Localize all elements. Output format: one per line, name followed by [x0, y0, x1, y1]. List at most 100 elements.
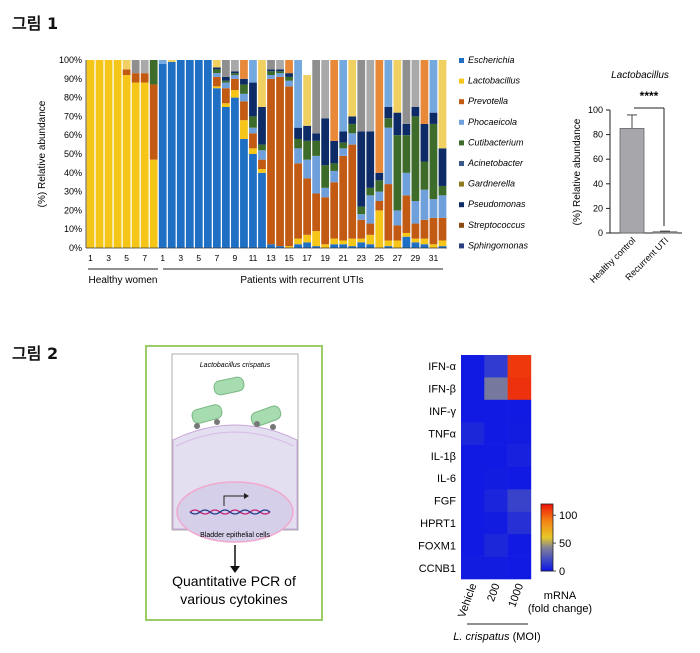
- bar-segment-lactobacillus: [429, 244, 438, 248]
- receptor: [214, 419, 220, 425]
- dna-strand-2: [189, 509, 271, 515]
- legend-label: Phocaeicola: [468, 117, 517, 127]
- bar-segment-escherichia: [249, 154, 257, 248]
- x-tick-label: 21: [338, 253, 348, 263]
- bar-segment-escherichia: [348, 246, 357, 248]
- nucleus: [176, 481, 294, 543]
- colorbar-step: [541, 507, 553, 510]
- colorbar-step: [541, 530, 553, 533]
- heatmap-row-label: IFN-α: [428, 361, 456, 373]
- colorbar-step: [541, 527, 553, 530]
- y-tick-label: 40%: [64, 168, 82, 178]
- bar-segment-phocaeicola: [357, 214, 366, 220]
- y-tick-label: 50%: [64, 149, 82, 159]
- bar-segment-pseudomonas: [258, 107, 266, 145]
- colorbar-step: [541, 519, 553, 522]
- bar-segment-cutibacterium: [294, 138, 302, 149]
- colorbar-step: [541, 525, 553, 528]
- bar-segment-prevotella: [276, 76, 284, 247]
- bar-segment-lactobacillus: [122, 75, 131, 248]
- result-line-2: various cytokines: [180, 591, 287, 607]
- colorbar-step: [541, 517, 553, 520]
- bar-segment-escherichia: [420, 244, 429, 248]
- legend: Escherichia Lactobacillus Prevotella Phocae…: [459, 55, 529, 250]
- bar-segment-pseudomonas: [339, 131, 348, 143]
- bar-segment-escherichia: [366, 244, 375, 248]
- bar-segment-lactobacillus: [104, 60, 113, 248]
- bar-segment-pseudomonas: [285, 73, 293, 77]
- y-tick-label: 80%: [64, 93, 82, 103]
- heatmap-cell: [507, 467, 532, 490]
- bar-segment-prevotella: [294, 163, 302, 239]
- bar-segment-cutibacterium: [420, 161, 429, 190]
- bar-segment-phocaeicola: [438, 195, 447, 218]
- bar-segment-prevotella: [249, 133, 257, 149]
- heatmap-cell: [484, 534, 508, 557]
- x-tick-label: 19: [320, 253, 330, 263]
- bar-segment-phocaeicola: [384, 127, 393, 185]
- bar-segment-prevotella: [258, 159, 266, 170]
- bar-segment-lactobacillus: [321, 244, 330, 248]
- colorbar: 100 50 0: [540, 503, 577, 578]
- legend-swatch: [459, 161, 464, 166]
- bar-segment-escherichia: [402, 236, 411, 248]
- bar-segment-lactobacillus: [348, 238, 357, 247]
- bar-segment-prevotella: [231, 78, 239, 91]
- colorbar-step: [541, 514, 553, 517]
- bar-segment-prevotella: [140, 73, 149, 83]
- lacto-title: Lactobacillus: [611, 70, 669, 81]
- bar-segment-other: [222, 60, 230, 77]
- x-tick-label: 1: [88, 253, 93, 263]
- colorbar-step: [541, 520, 553, 523]
- moi-group-label: L. crispatus (MOI): [453, 631, 540, 643]
- receptor: [270, 424, 276, 430]
- bar-segment-prevotella: [303, 178, 311, 235]
- colorbar-step: [541, 560, 553, 564]
- heatmap-cell: [461, 399, 485, 423]
- bar-segment-other: [267, 60, 275, 70]
- bar-segment-phocaeicola: [366, 195, 375, 224]
- significance-stars: ****: [640, 89, 659, 103]
- bar-segment-lactobacillus: [149, 159, 158, 248]
- colorbar-tick-label: 50: [559, 538, 571, 550]
- bar-segment-other: [158, 60, 167, 64]
- group-label-healthy: Healthy women: [89, 275, 158, 286]
- bar-segment-pseudomonas: [249, 82, 257, 117]
- bar-segment-phocaeicola: [212, 73, 221, 77]
- colorbar-label-2: (fold change): [528, 603, 592, 615]
- colorbar-step: [541, 562, 553, 565]
- bar-segment-phocaeicola: [411, 201, 420, 224]
- bar-segment-other: [294, 60, 302, 128]
- colorbar-step: [541, 509, 553, 512]
- bar-segment-prevotella: [438, 217, 447, 241]
- heatmap-col-label: Vehicle: [456, 582, 479, 619]
- bar-segment-other: [231, 60, 239, 72]
- bar-segment-prevotella: [339, 155, 348, 241]
- x-tick-label: 29: [411, 253, 421, 263]
- heatmap-cell: [507, 511, 532, 535]
- colorbar-step: [541, 555, 553, 558]
- bar-segment-prevotella: [321, 197, 330, 245]
- bar-segment-lactobacillus: [249, 148, 257, 154]
- bar-segment-cutibacterium: [375, 180, 384, 192]
- bar-segment-escherichia: [240, 138, 248, 248]
- x-tick-label: 17: [302, 253, 312, 263]
- bar-segment-cutibacterium: [348, 123, 357, 134]
- x-tick-label: 11: [249, 253, 258, 263]
- bar-segment-pseudomonas: [366, 131, 375, 188]
- heatmap-cell: [507, 377, 532, 401]
- x-tick-label: 3: [178, 253, 183, 263]
- bacterium-label: Lactobacillus crispatus: [200, 362, 271, 369]
- colorbar-step: [541, 515, 553, 518]
- bacterium-2: [191, 404, 223, 424]
- lacto-y-tick-label: 100: [588, 105, 603, 115]
- stacked-y-label: (%) Relative abundance: [37, 100, 48, 207]
- bar-segment-prevotella: [131, 73, 140, 83]
- bar-segment-cutibacterium: [411, 116, 420, 201]
- heatmap-cell: [461, 556, 485, 580]
- bar-segment-phocaeicola: [420, 189, 429, 220]
- bar-segment-escherichia: [222, 107, 230, 248]
- x-tick-label: 5: [196, 253, 201, 263]
- bar-segment-pseudomonas: [429, 112, 438, 124]
- bar-segment-escherichia: [258, 172, 266, 248]
